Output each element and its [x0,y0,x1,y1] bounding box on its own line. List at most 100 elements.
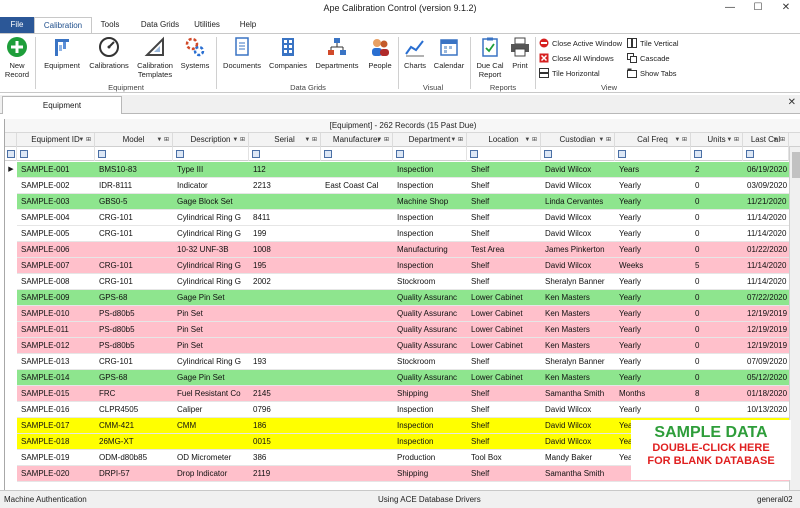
cell-location[interactable]: Lower Cabinet [471,373,523,382]
tab-data-grids[interactable]: Data Grids [140,20,180,29]
cell-description[interactable]: Cylindrical Ring G [177,261,242,270]
cell-description[interactable]: Type III [177,165,204,174]
table-row[interactable]: SAMPLE-020 DRPI-57 Drop Indicator 2119 Shipp… [5,466,789,482]
cell-last-cal[interactable]: 01/18/2020 [747,389,788,398]
cell-department[interactable]: Inspection [397,421,434,430]
cell-location[interactable]: Shelf [471,357,490,366]
row-indicator[interactable] [5,322,17,338]
filter-cell-equipment-id[interactable] [17,147,95,161]
cell-manufacturer[interactable] [323,290,393,306]
filter-cell-location[interactable] [467,147,541,161]
filter-operator-icon[interactable] [324,150,332,158]
cell-units[interactable]: 5 [695,261,700,270]
people-button[interactable]: People [364,36,396,70]
table-row[interactable]: SAMPLE-002 IDR-8111 Indicator 2213 East Coas… [5,178,789,194]
cell-cal-freq[interactable]: Yearly [619,421,641,430]
cell-location[interactable]: Tool Box [471,453,502,462]
cell-serial[interactable] [251,306,321,322]
cell-model[interactable]: PS-d80b5 [99,309,135,318]
filter-cell-description[interactable] [173,147,249,161]
cell-serial[interactable] [251,194,321,210]
cell-description[interactable]: Cylindrical Ring G [177,213,242,222]
cell-description[interactable]: Cylindrical Ring G [177,229,242,238]
cell-manufacturer[interactable] [323,258,393,274]
cell-manufacturer[interactable] [323,274,393,290]
table-row[interactable]: SAMPLE-018 26MG-XT 0015 Inspection Shelf Davi… [5,434,789,450]
cell-serial[interactable] [251,290,321,306]
cell-description[interactable]: CMM [177,421,197,430]
filter-cell-manufacturer[interactable] [321,147,393,161]
cell-serial[interactable]: 2145 [253,389,271,398]
cell-model[interactable]: ODM-d80b85 [99,453,148,462]
cell-model[interactable]: CRG-101 [99,357,133,366]
column-filter-icon[interactable]: ▼ ⊞ [772,137,785,143]
cell-description[interactable]: Cylindrical Ring G [177,277,242,286]
tile-vertical-button[interactable]: Tile Vertical [627,37,679,50]
cell-custodian[interactable]: Samantha Smith [545,389,605,398]
cell-description[interactable]: 10-32 UNF-3B [177,245,229,254]
cell-equipment-id[interactable]: SAMPLE-006 [21,245,70,254]
table-row[interactable]: SAMPLE-013 CRG-101 Cylindrical Ring G 193 St… [5,354,789,370]
cell-serial[interactable]: 195 [253,261,267,270]
cell-manufacturer[interactable] [323,162,393,178]
cell-serial[interactable]: 1008 [253,245,271,254]
column-header-cal-freq[interactable]: Cal Freq ▼ ⊞ [615,133,691,147]
cell-description[interactable]: Indicator [177,181,208,190]
tab-tools[interactable]: Tools [100,20,120,29]
cell-department[interactable]: Quality Assuranc [397,325,458,334]
scrollbar-thumb[interactable] [792,152,800,178]
column-header-last-cal[interactable]: Last Cal ▼ ⊞ [743,133,789,147]
cell-location[interactable]: Shelf [471,421,490,430]
cell-cal-freq[interactable]: Yearly [619,357,641,366]
cell-last-cal[interactable]: 12/19/2019 [747,341,788,350]
cell-equipment-id[interactable]: SAMPLE-018 [21,437,70,446]
cell-last-cal[interactable]: 05/12/2020 [747,373,788,382]
departments-button[interactable]: Departments [312,36,362,70]
cell-equipment-id[interactable]: SAMPLE-016 [21,405,70,414]
cell-description[interactable]: Pin Set [177,341,203,350]
column-filter-icon[interactable]: ▼ ⊞ [156,137,169,143]
cell-units[interactable]: 0 [695,325,700,334]
cell-custodian[interactable]: David Wilcox [545,213,592,222]
tab-help[interactable]: Help [239,20,257,29]
cell-last-cal[interactable]: 11/21/2020 [747,197,787,206]
column-header-location[interactable]: Location ▼ ⊞ [467,133,541,147]
table-row[interactable]: SAMPLE-006 10-32 UNF-3B 1008 Manufacturing T… [5,242,789,258]
cell-cal-freq[interactable]: Months [619,389,646,398]
cell-model[interactable]: GPS-68 [99,293,128,302]
cell-model[interactable]: GBS0-5 [99,197,128,206]
filter-editor-icon[interactable] [7,150,15,158]
cell-location[interactable]: Shelf [471,469,490,478]
cell-custodian[interactable]: Linda Cervantes [545,197,604,206]
cell-serial[interactable]: 193 [253,357,267,366]
cell-serial[interactable]: 199 [253,229,267,238]
table-row[interactable]: SAMPLE-016 CLPR4505 Caliper 0796 Inspection S… [5,402,789,418]
cell-cal-freq[interactable]: Yearly [619,453,641,462]
cell-location[interactable]: Shelf [471,437,490,446]
cell-model[interactable]: PS-d80b5 [99,325,135,334]
cell-serial[interactable]: 2002 [253,277,271,286]
cell-serial[interactable]: 186 [253,421,267,430]
cell-model[interactable]: PS-d80b5 [99,341,135,350]
cell-department[interactable]: Quality Assuranc [397,293,458,302]
column-filter-icon[interactable]: ▼ ⊞ [598,137,611,143]
cell-serial[interactable] [251,338,321,354]
table-row[interactable]: SAMPLE-005 CRG-101 Cylindrical Ring G 199 In… [5,226,789,242]
cell-department[interactable]: Shipping [397,469,429,478]
row-indicator[interactable] [5,194,17,210]
cell-cal-freq[interactable]: Yearly [619,277,641,286]
cell-department[interactable]: Stockroom [397,357,436,366]
table-row[interactable]: SAMPLE-014 GPS-68 Gage Pin Set Quality Assu… [5,370,789,386]
sample-data-overlay[interactable]: SAMPLE DATA DOUBLE-CLICK HERE FOR BLANK … [631,420,791,480]
cascade-button[interactable]: Cascade [627,52,670,65]
cell-model[interactable]: CRG-101 [99,277,133,286]
cell-cal-freq[interactable]: Yearly [619,405,641,414]
cell-equipment-id[interactable]: SAMPLE-003 [21,197,70,206]
column-header-manufacturer[interactable]: Manufacturer ▼ ⊞ [321,133,393,147]
close-document-icon[interactable]: ✕ [787,97,796,108]
cell-manufacturer[interactable] [323,354,393,370]
cell-location[interactable]: Shelf [471,165,490,174]
cell-units[interactable]: 0 [695,277,700,286]
cell-custodian[interactable]: David Wilcox [545,261,592,270]
filter-operator-icon[interactable] [746,150,754,158]
